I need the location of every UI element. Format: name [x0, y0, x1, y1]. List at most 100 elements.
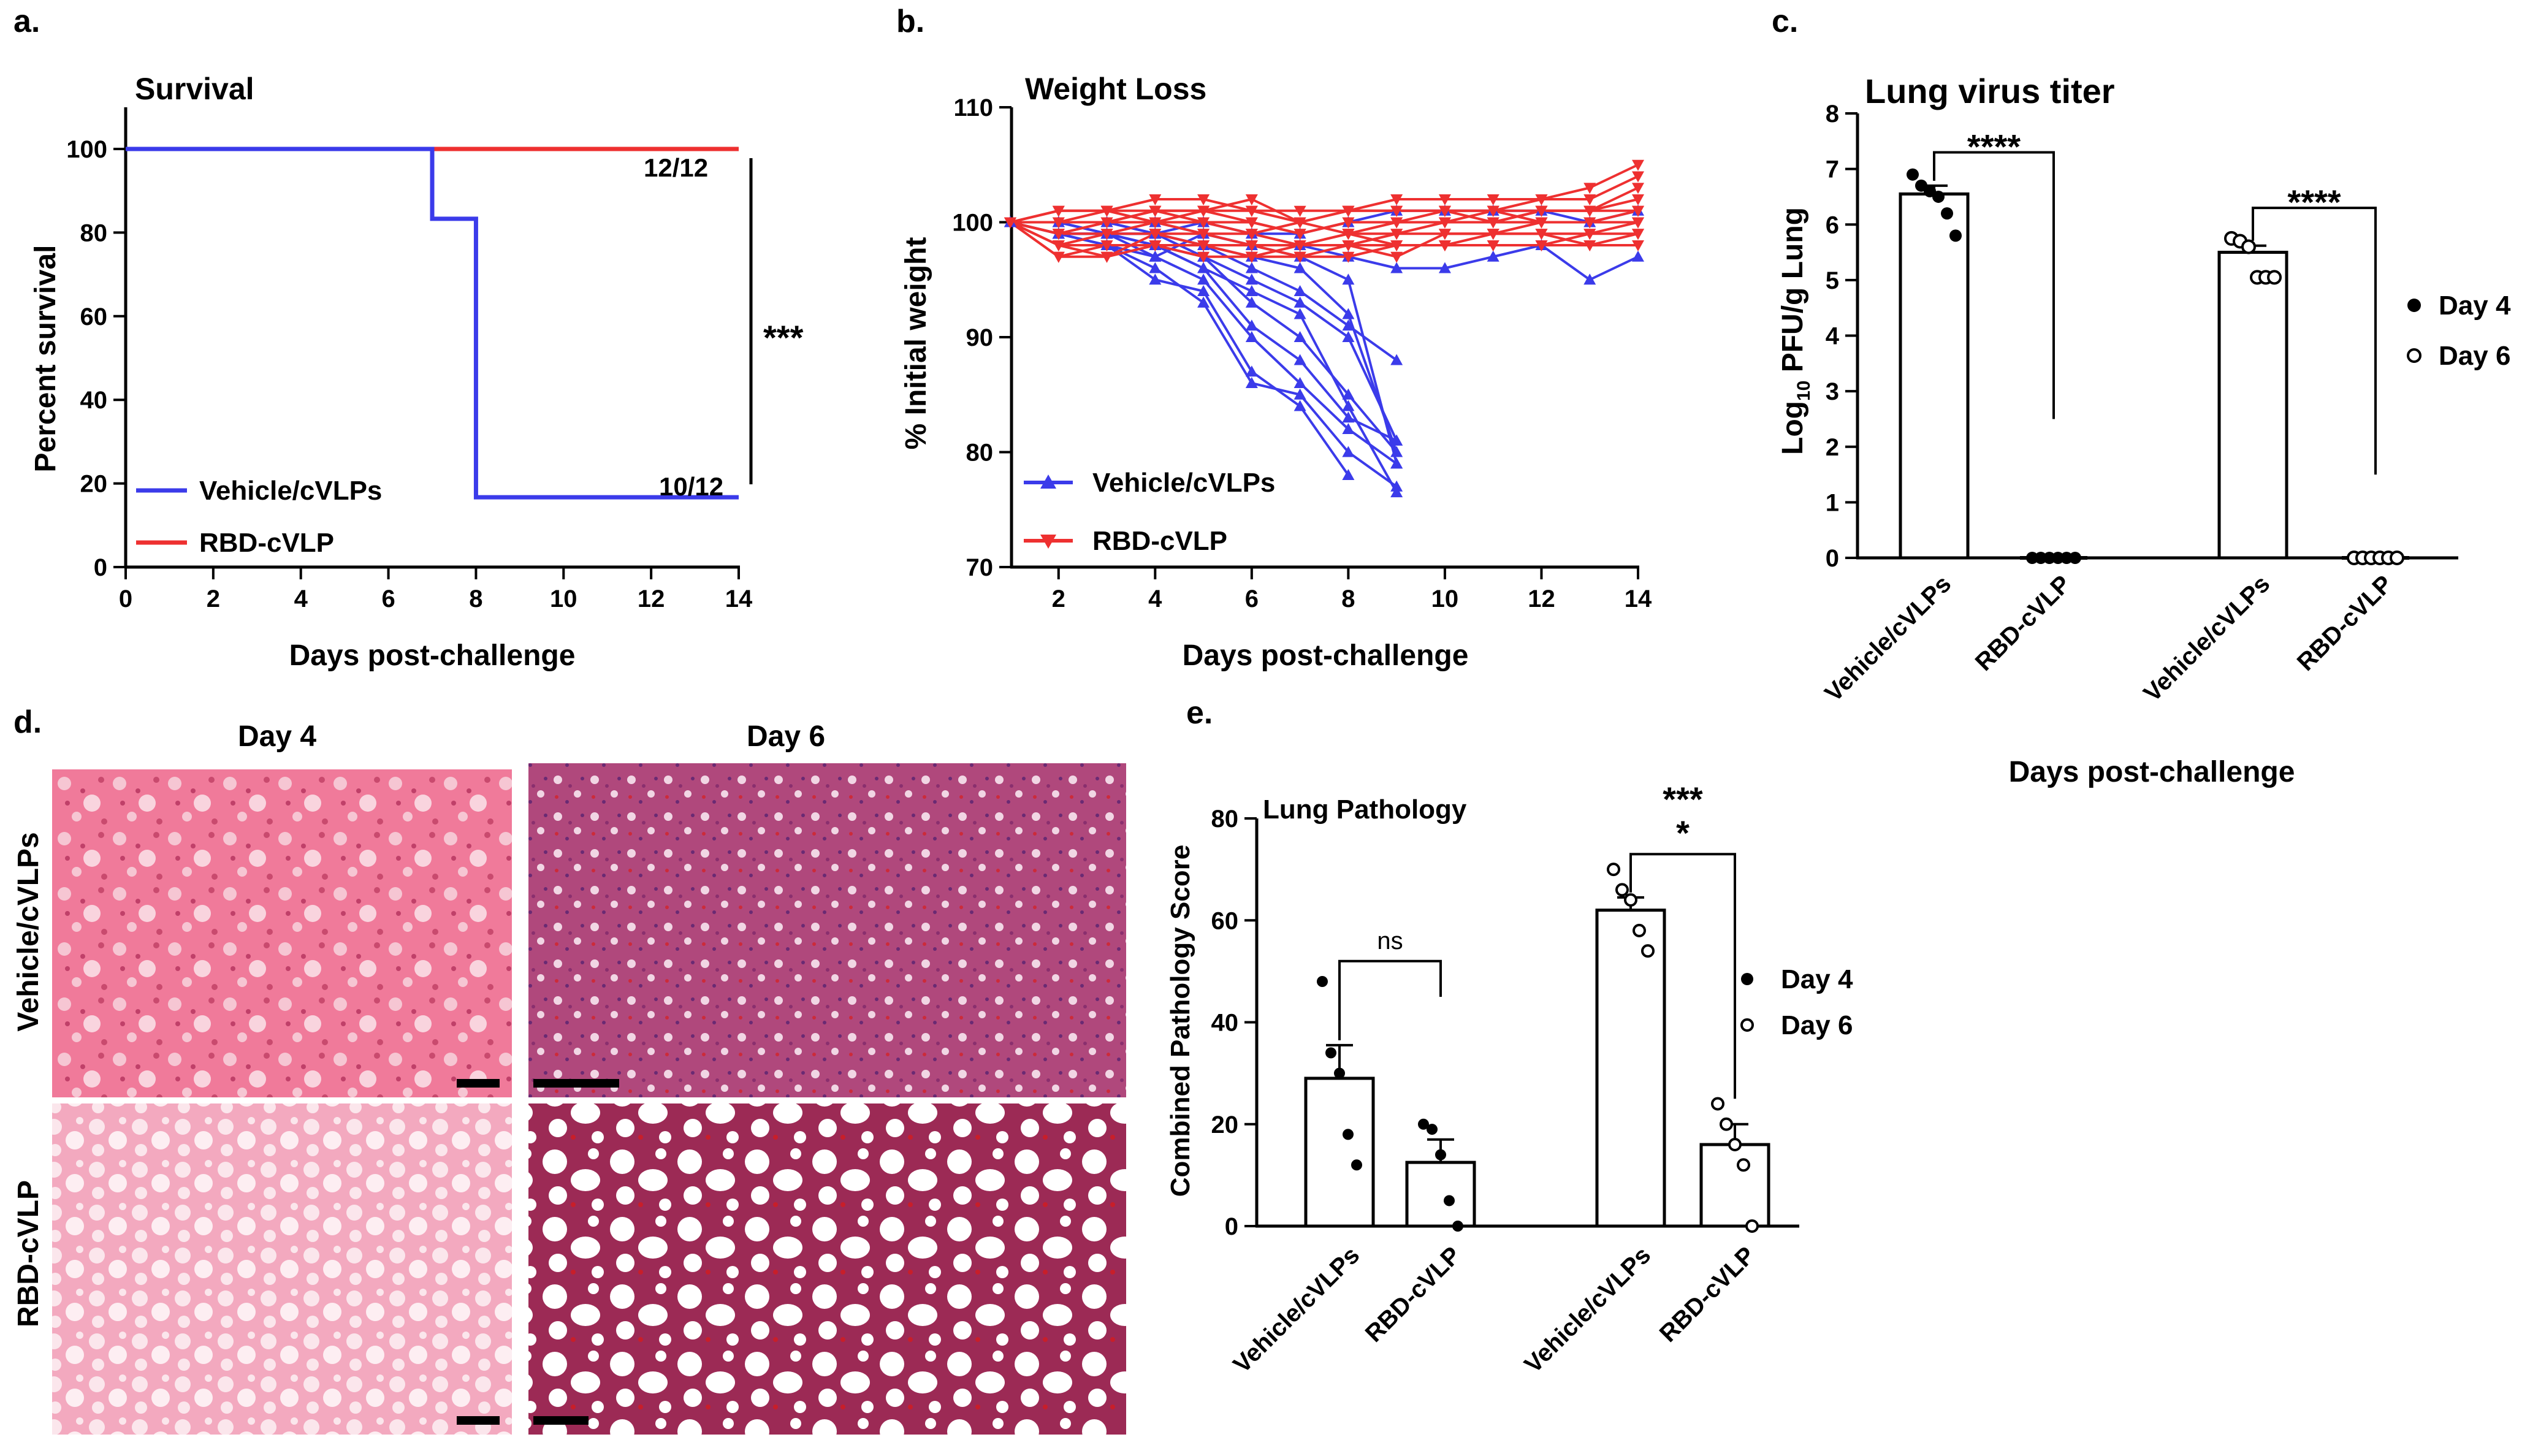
legend-marker-day4 — [1741, 973, 1753, 985]
chart-title: Lung Pathology — [1263, 795, 1467, 825]
y-tick-label: 90 — [966, 324, 994, 351]
data-point-vehicle — [1342, 319, 1355, 331]
data-point — [1624, 893, 1637, 907]
data-point-rbd — [1535, 194, 1548, 205]
data-point — [1728, 1138, 1742, 1151]
legend-label-vehicle: Vehicle/cVLPs — [1092, 468, 1275, 498]
bar — [1595, 909, 1666, 1228]
data-point — [2267, 270, 2282, 285]
y-tick-label: 5 — [1826, 267, 1839, 294]
data-point-vehicle — [1342, 273, 1355, 285]
data-point-rbd — [1342, 229, 1355, 240]
significance-label: **** — [1967, 127, 2021, 166]
category-label: Vehicle/cVLPs — [1228, 1241, 1365, 1378]
y-axis-label-subscript: 10 — [1794, 381, 1814, 401]
data-point — [1745, 1219, 1759, 1233]
panel-label-a: a. — [13, 4, 40, 39]
data-point-vehicle — [1342, 469, 1355, 480]
histology-panel: Day 4 Day 6 Vehicle/cVLPs RBD-cVLP — [12, 720, 1126, 1435]
data-point-vehicle — [1342, 400, 1355, 411]
data-point-rbd — [1632, 229, 1644, 240]
scale-bar — [533, 1079, 619, 1088]
significance-bracket — [2252, 207, 2377, 475]
data-point-vehicle — [1245, 377, 1258, 388]
x-tick-label: 2 — [1052, 585, 1065, 612]
chart-title: Lung virus titer — [1865, 72, 2115, 110]
bar — [1899, 192, 1970, 560]
data-point-rbd — [1052, 229, 1065, 240]
weight-loss-chart: Weight Loss Days post-challenge % Initia… — [900, 72, 1652, 672]
data-point — [2026, 552, 2038, 564]
data-point-rbd — [1487, 205, 1499, 217]
y-tick-label: 20 — [1211, 1111, 1239, 1138]
data-point — [1418, 1118, 1429, 1130]
data-point — [2043, 552, 2056, 564]
data-point-rbd — [1052, 205, 1065, 217]
data-point-rbd — [1197, 229, 1210, 240]
y-tick-label: 20 — [80, 471, 108, 498]
y-axis-label: Percent survival — [29, 245, 62, 473]
bar — [1699, 1143, 1770, 1228]
data-point-rbd — [1052, 217, 1065, 229]
data-point-rbd — [1583, 217, 1596, 229]
data-point — [1737, 1158, 1750, 1172]
data-point-vehicle — [1149, 250, 1162, 262]
legend-label-day4: Day 4 — [1781, 964, 1853, 994]
data-point-rbd — [1245, 229, 1258, 240]
data-point-rbd — [1294, 205, 1306, 217]
row-label-rbd: RBD-cVLP — [12, 1180, 45, 1327]
histology-image-day4-vehicle — [52, 769, 512, 1097]
data-point-rbd — [1100, 240, 1113, 251]
legend-marker-day6 — [2407, 348, 2421, 363]
panel-label-b: b. — [896, 4, 924, 39]
data-point-vehicle — [1294, 262, 1306, 273]
data-point — [1343, 1129, 1354, 1140]
data-point-rbd — [1390, 205, 1403, 217]
data-point-vehicle — [1149, 262, 1162, 273]
data-point — [1351, 1159, 1362, 1171]
data-point-rbd — [1583, 194, 1596, 205]
x-tick-label: 4 — [1148, 585, 1162, 612]
x-tick-label: 8 — [1341, 585, 1355, 612]
data-point-vehicle — [1294, 388, 1306, 400]
data-point-rbd — [1342, 205, 1355, 217]
data-point-vehicle — [1294, 354, 1306, 365]
legend-label-rbd: RBD-cVLP — [199, 528, 334, 558]
data-point-rbd — [1245, 205, 1258, 217]
legend-label-day4: Day 4 — [2439, 291, 2511, 321]
column-label-day6: Day 6 — [747, 720, 825, 753]
y-tick-label: 1 — [1826, 489, 1839, 516]
data-point-vehicle — [1583, 273, 1596, 285]
data-point-vehicle — [1245, 262, 1258, 273]
data-point-vehicle — [1294, 308, 1306, 319]
data-point-rbd — [1632, 159, 1644, 171]
lung-pathology-chart: Lung Pathology Combined Pathology Score … — [1165, 780, 1853, 1378]
data-point-rbd — [1390, 217, 1403, 229]
data-point — [1325, 1047, 1336, 1059]
data-point — [1334, 1067, 1345, 1079]
y-tick-label: 100 — [66, 136, 107, 163]
data-point-vehicle — [1390, 446, 1403, 457]
y-tick-label: 110 — [953, 94, 993, 121]
y-tick-label: 6 — [1826, 212, 1839, 238]
data-point — [2241, 239, 2256, 254]
data-point-vehicle — [1390, 354, 1403, 365]
y-tick-label: 0 — [1826, 545, 1839, 572]
y-tick-label: 60 — [80, 303, 108, 330]
y-axis-label-main: Log — [1777, 401, 1809, 455]
y-tick-label: 80 — [966, 440, 994, 467]
legend-label-rbd: RBD-cVLP — [1092, 526, 1227, 556]
data-point — [1633, 923, 1646, 937]
significance-bracket — [1933, 151, 2055, 419]
data-point-vehicle — [1245, 285, 1258, 296]
series-line-rbd — [1010, 163, 1639, 224]
y-axis-label: Log10 PFU/g Lung — [1777, 207, 1814, 455]
data-point-rbd — [1390, 240, 1403, 251]
significance-label: **** — [2287, 183, 2341, 221]
y-tick-label: 2 — [1826, 434, 1839, 461]
legend-marker-vehicle — [1040, 475, 1056, 489]
data-point-rbd — [1197, 194, 1210, 205]
data-point — [1941, 207, 1953, 220]
